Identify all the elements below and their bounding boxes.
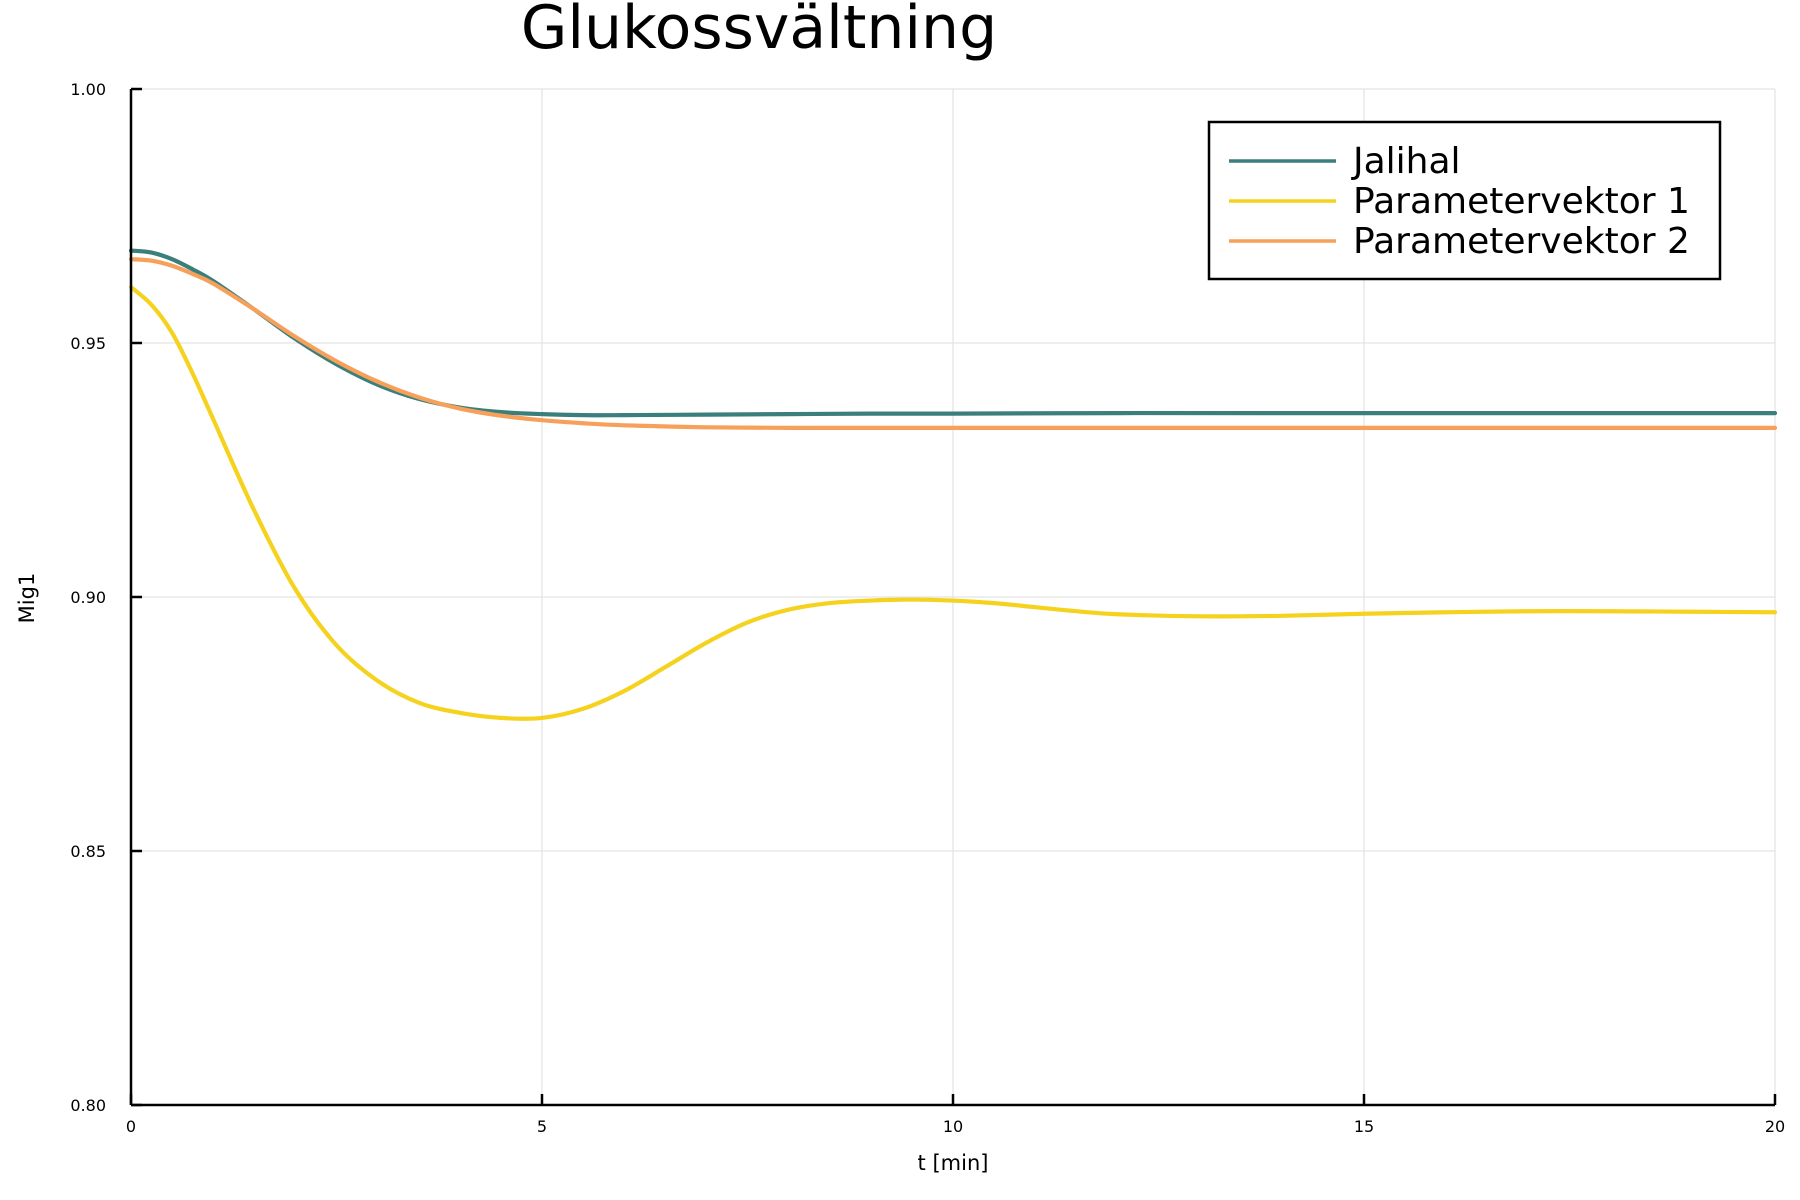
y-tick-label: 0.85 (70, 842, 106, 861)
axes (129, 87, 1777, 1107)
legend-label-1: Jalihal (1351, 141, 1461, 182)
x-tick-label: 0 (126, 1117, 136, 1136)
x-axis-label: t [min] (918, 1151, 989, 1175)
x-tick-label: 5 (537, 1117, 547, 1136)
x-tick-label: 10 (943, 1117, 963, 1136)
chart-title: Glukossvältning (521, 0, 997, 63)
series-line-3 (128, 257, 1778, 430)
y-tick-label: 0.95 (70, 334, 106, 353)
legend-label-2: Parametervektor 1 (1353, 181, 1690, 222)
y-tick-label: 1.00 (70, 80, 106, 99)
y-axis-label: Mig1 (15, 573, 39, 624)
tick-labels: 0 5 10 15 20 0.80 0.85 0.90 0.95 1.00 (70, 80, 1785, 1136)
series-lines (128, 248, 1778, 721)
x-tick-label: 15 (1354, 1117, 1374, 1136)
y-tick-label: 0.90 (70, 588, 106, 607)
series-line-2 (128, 285, 1778, 721)
x-tick-label: 20 (1765, 1117, 1785, 1136)
legend-label-3: Parametervektor 2 (1353, 221, 1690, 262)
y-tick-label: 0.80 (70, 1096, 106, 1115)
